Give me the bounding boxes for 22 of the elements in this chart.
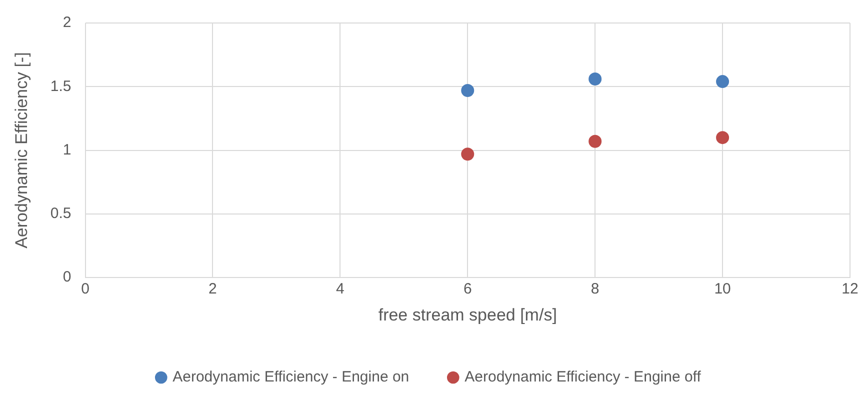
- x-tick-label: 4: [336, 280, 344, 298]
- point: [588, 72, 602, 86]
- point: [588, 134, 602, 148]
- x-axis-title: free stream speed [m/s]: [378, 305, 557, 324]
- x-tick-label: 8: [590, 280, 600, 298]
- point: [716, 131, 730, 144]
- x-tick-label: 0: [81, 280, 90, 298]
- x-tick-label: 2: [208, 280, 217, 298]
- legend-label: Aerodynamic Efficiency - Engine off: [464, 368, 702, 386]
- point: [461, 84, 474, 97]
- y-tick-label: 1: [62, 141, 72, 158]
- y-tick-label: 1.5: [50, 78, 72, 95]
- y-tick-label: 0.5: [50, 205, 72, 222]
- point: [461, 148, 474, 161]
- y-axis-title: Aerodynamic Efficiency [-]: [12, 52, 31, 248]
- legend-label: Aerodynamic Efficiency - Engine on: [172, 368, 410, 386]
- y-tick-label: 2: [62, 14, 72, 32]
- y-tick-label: 0: [62, 268, 72, 286]
- x-tick-label: 6: [463, 280, 472, 298]
- point: [716, 75, 730, 88]
- x-tick-label: 12: [842, 280, 858, 298]
- x-tick-label: 10: [714, 280, 731, 298]
